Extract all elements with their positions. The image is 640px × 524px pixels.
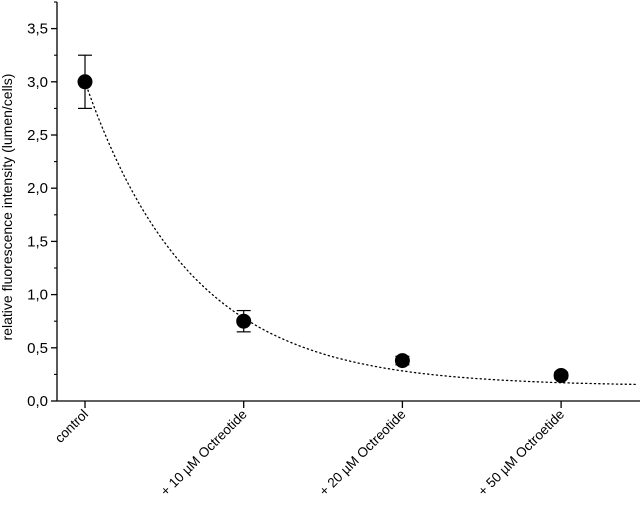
category-label: + 20 µM Octreotide <box>316 407 408 499</box>
y-axis-title: relative fluorescence intensity (lumen/c… <box>0 74 15 341</box>
y-tick-label: 0,0 <box>27 393 48 410</box>
error-bars <box>78 54 569 380</box>
y-tick-label: 3,0 <box>27 74 48 91</box>
y-tick-label: 1,5 <box>27 233 48 250</box>
y-tick-label: 1,0 <box>27 287 48 304</box>
x-axis <box>57 400 640 408</box>
data-points <box>77 74 569 383</box>
y-tick-label: 0,5 <box>27 340 48 357</box>
y-axis: 0,0 0,5 1,0 1,5 2,0 2,5 3,0 3,5 <box>27 1 58 410</box>
trendline <box>84 81 638 386</box>
category-label: + 10 µM Octreotide <box>158 407 250 499</box>
data-point <box>553 367 569 383</box>
category-labels: control + 10 µM Octreotide + 20 µM Octreot… <box>52 407 567 499</box>
data-point <box>394 353 410 369</box>
y-tick-label: 3,5 <box>27 21 48 38</box>
y-tick-label: 2,5 <box>27 127 48 144</box>
y-tick-label: 2,0 <box>27 180 48 197</box>
data-point <box>77 74 93 90</box>
category-label: + 50 µM Octroetide <box>475 407 567 499</box>
trendline-path <box>84 81 638 386</box>
category-label: control <box>52 407 91 446</box>
data-point <box>236 313 252 329</box>
